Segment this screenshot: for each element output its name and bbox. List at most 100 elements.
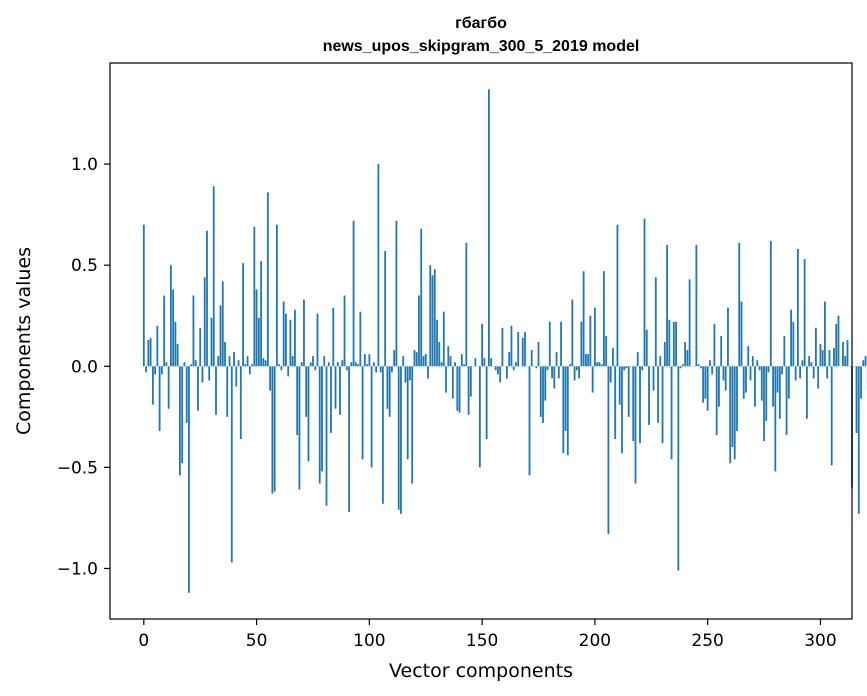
bar-component-127 [429,265,432,367]
bar-component-200 [593,307,596,367]
bar-component-124 [422,356,425,367]
bar-component-118 [409,366,411,381]
bar-component-258 [724,366,727,391]
x-tick-label: 0 [138,631,149,651]
bar-component-255 [718,366,720,407]
bar-component-197 [587,354,590,367]
bar-component-117 [406,366,409,460]
bar-component-183 [555,352,558,367]
bar-component-188 [566,366,569,456]
bar-component-15 [176,344,179,367]
bar-component-242 [688,279,691,367]
bar-component-176 [539,366,542,417]
bar-component-320 [864,356,867,367]
bar-component-317 [857,366,860,514]
y-axis-label: Components values [13,247,35,435]
bar-component-240 [684,342,686,367]
x-tick-label: 50 [246,631,268,651]
bar-component-239 [681,364,684,367]
bar-component-172 [530,350,533,367]
bar-component-269 [749,366,752,381]
bar-component-208 [612,348,614,367]
bar-component-198 [589,315,592,367]
bar-component-144 [467,366,470,415]
bar-component-6 [156,325,159,367]
bar-component-283 [781,366,783,375]
bar-component-282 [778,366,781,419]
bar-component-259 [727,307,729,367]
bar-component-104 [377,164,380,367]
bar-component-219 [636,352,639,367]
bar-component-260 [729,366,732,464]
bar-component-20 [188,366,190,593]
bar-component-109 [388,366,391,417]
bar-component-291 [799,366,802,379]
bar-component-28 [206,230,208,367]
bar-component-137 [451,366,454,399]
bar-component-169 [524,331,526,367]
bar-component-318 [860,366,862,399]
bar-component-84 [332,307,335,367]
bar-component-280 [774,366,777,472]
bar-component-35 [221,281,224,367]
bar-component-180 [548,321,551,367]
bar-component-44 [242,263,244,367]
bar-component-210 [616,224,619,367]
bar-component-72 [305,366,308,417]
bar-component-38 [228,356,231,367]
bar-series [142,89,867,593]
bar-component-211 [618,366,621,405]
bar-component-64 [287,366,290,377]
bar-component-267 [745,366,747,393]
bar-component-85 [334,366,337,409]
bar-component-9 [163,295,166,367]
bar-component-34 [219,305,222,367]
bar-component-279 [772,366,774,407]
bar-component-121 [415,352,418,367]
bar-component-265 [740,301,743,367]
bar-component-213 [623,366,626,371]
bar-component-308 [837,315,840,367]
bar-component-289 [794,366,797,381]
bar-component-116 [404,366,407,383]
bar-component-178 [544,366,547,401]
bar-component-253 [713,323,716,367]
bar-component-264 [738,242,741,367]
bar-component-275 [763,366,765,442]
bar-component-41 [235,366,238,387]
bar-component-312 [846,339,849,367]
bar-component-128 [431,275,434,367]
bar-component-287 [790,309,792,367]
bar-component-95 [357,364,359,367]
bar-component-59 [275,224,278,367]
bar-component-218 [634,366,637,484]
bar-component-263 [736,366,738,431]
bar-component-102 [372,362,375,367]
bar-component-158 [499,366,502,383]
chart-subtitle: news_upos_skipgram_300_5_2019 model [323,38,640,55]
bar-component-248 [702,366,705,403]
bar-component-276 [765,366,768,421]
bar-component-212 [621,366,623,454]
bar-component-49 [253,226,256,367]
bar-component-304 [828,350,831,367]
bar-component-140 [458,366,461,413]
bar-component-185 [560,321,562,367]
bar-component-152 [485,366,488,440]
bar-component-229 [659,356,662,367]
bar-component-297 [812,366,815,379]
bar-component-175 [537,342,540,367]
bar-component-205 [605,335,608,367]
bar-component-301 [821,350,824,367]
bar-component-149 [478,366,481,468]
bar-component-209 [614,366,617,440]
bar-component-311 [844,356,847,367]
bar-component-202 [598,362,601,367]
bar-component-277 [767,366,770,373]
bar-component-215 [627,366,630,417]
bar-component-221 [641,366,644,371]
bar-component-130 [436,319,438,367]
bar-component-16 [179,366,181,476]
bar-component-48 [251,364,253,367]
bar-component-123 [420,228,423,367]
